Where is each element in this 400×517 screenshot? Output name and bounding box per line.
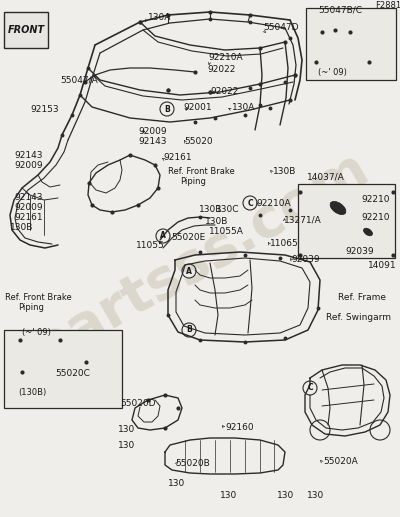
- Text: 92210: 92210: [361, 195, 390, 205]
- Text: 55047/A: 55047/A: [60, 75, 98, 84]
- Text: A: A: [160, 232, 166, 240]
- Ellipse shape: [330, 202, 346, 215]
- Text: B: B: [186, 326, 192, 334]
- Text: 55020: 55020: [184, 136, 213, 145]
- Text: 130B: 130B: [273, 166, 296, 175]
- Text: 92210A: 92210A: [208, 53, 243, 63]
- Text: (~' 09): (~' 09): [318, 68, 347, 77]
- Text: 11065: 11065: [270, 238, 299, 248]
- Text: 14091: 14091: [368, 261, 397, 269]
- Text: 92210: 92210: [361, 214, 390, 222]
- Text: Ref. Front Brake: Ref. Front Brake: [5, 293, 72, 301]
- Text: 92009: 92009: [14, 203, 43, 211]
- Text: C: C: [307, 384, 313, 392]
- Text: 130C: 130C: [216, 205, 240, 215]
- Text: 92161: 92161: [14, 212, 43, 221]
- Text: (~' 09): (~' 09): [22, 328, 51, 338]
- Ellipse shape: [364, 228, 372, 236]
- Text: 92001: 92001: [183, 103, 212, 113]
- Text: 130: 130: [220, 491, 237, 499]
- Text: F2881: F2881: [375, 1, 400, 9]
- Text: A: A: [186, 266, 192, 276]
- Text: Ref. Frame: Ref. Frame: [338, 294, 386, 302]
- Text: partsss.com: partsss.com: [22, 140, 378, 377]
- Text: 92143: 92143: [14, 150, 42, 160]
- Text: 92039: 92039: [345, 248, 374, 256]
- Text: 92022: 92022: [207, 65, 235, 73]
- Text: B: B: [164, 104, 170, 114]
- Text: 14037/A: 14037/A: [307, 173, 345, 181]
- Text: 92161: 92161: [163, 154, 192, 162]
- Text: 92143: 92143: [138, 136, 166, 145]
- Text: 130A: 130A: [232, 103, 255, 113]
- Text: 130: 130: [118, 442, 135, 450]
- Text: 55020E: 55020E: [171, 233, 205, 241]
- Text: 92009: 92009: [14, 160, 43, 170]
- Text: 130: 130: [168, 479, 185, 489]
- Text: 92009: 92009: [138, 127, 167, 135]
- Text: Piping: Piping: [18, 302, 44, 312]
- Bar: [298, 184, 395, 258]
- Text: 55020D: 55020D: [120, 400, 156, 408]
- Text: 92039: 92039: [291, 255, 320, 265]
- Text: (130B): (130B): [18, 388, 46, 397]
- Text: 92153: 92153: [30, 105, 59, 114]
- Text: 130B: 130B: [199, 205, 222, 215]
- Text: 55020B: 55020B: [175, 459, 210, 467]
- Text: C: C: [247, 199, 253, 207]
- Text: 130B: 130B: [10, 223, 33, 233]
- Text: 13271/A: 13271/A: [284, 216, 322, 224]
- Text: 55047B/C: 55047B/C: [318, 6, 362, 14]
- Bar: [4, 12, 48, 48]
- Text: 92210A: 92210A: [256, 199, 291, 207]
- Text: 55020C: 55020C: [55, 370, 90, 378]
- Text: 92022: 92022: [210, 86, 238, 96]
- Text: Ref. Swingarm: Ref. Swingarm: [326, 313, 391, 323]
- Text: 130: 130: [118, 425, 135, 434]
- Bar: [306, 8, 396, 80]
- Text: FRONT: FRONT: [8, 25, 44, 35]
- Text: 130A: 130A: [148, 13, 171, 23]
- Text: Ref. Front Brake: Ref. Front Brake: [168, 166, 235, 175]
- Text: 130: 130: [307, 492, 324, 500]
- Text: Piping: Piping: [180, 176, 206, 186]
- Text: 130: 130: [277, 492, 294, 500]
- Text: 130B: 130B: [205, 217, 228, 225]
- Bar: [4, 330, 122, 408]
- Text: 92143: 92143: [14, 192, 42, 202]
- Text: 55047D: 55047D: [263, 23, 298, 33]
- Text: 11055: 11055: [136, 241, 165, 251]
- Text: 92160: 92160: [225, 422, 254, 432]
- Text: 11055A: 11055A: [209, 226, 244, 236]
- Text: 55020A: 55020A: [323, 457, 358, 465]
